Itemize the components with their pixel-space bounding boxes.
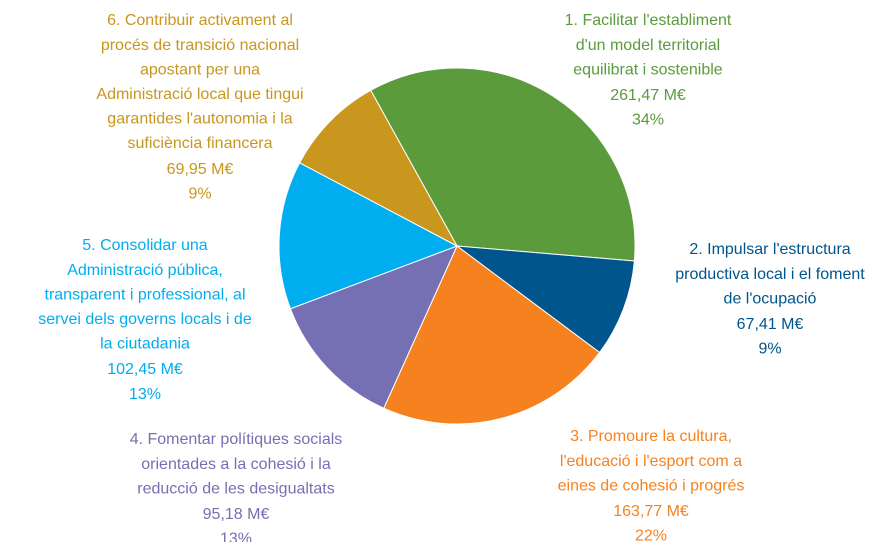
value-label: 95,18 M€ (203, 506, 270, 523)
pie-slice (289, 245, 458, 409)
slice-label: productiva local i el foment (675, 266, 865, 283)
slice-label: apostant per una (140, 61, 260, 78)
percent-label: 34% (632, 112, 664, 129)
value-label: 261,47 M€ (610, 87, 686, 104)
slice-label: l'educació i l'esport com a (560, 453, 742, 470)
slice-label: la ciutadania (100, 336, 190, 353)
slice-label: 1. Facilitar l'establiment (565, 12, 732, 29)
percent-label: 13% (220, 531, 252, 542)
slice-label: d'un model territorial (576, 37, 720, 54)
percent-label: 9% (758, 341, 781, 358)
value-label: 102,45 M€ (107, 361, 183, 378)
slice-label: servei dels governs locals i de (38, 311, 252, 328)
value-label: 67,41 M€ (737, 316, 804, 333)
percent-label: 13% (129, 386, 161, 403)
slice-label: eines de cohesió i progrés (558, 477, 745, 494)
pie-slice (383, 245, 601, 425)
slice-label: 3. Promoure la cultura, (570, 428, 732, 445)
slice-label: de l'ocupació (724, 290, 817, 307)
pie-slice (278, 162, 459, 310)
slice-label: transparent i professional, al (45, 286, 246, 303)
value-label: 69,95 M€ (167, 161, 234, 178)
slice-label: suficiència financera (128, 135, 273, 152)
slice-label: equilibrat i sostenible (573, 61, 723, 78)
slice-label: 4. Fomentar polítiques socials (130, 431, 343, 448)
percent-label: 22% (635, 528, 667, 542)
slice-label: reducció de les desigualtats (137, 480, 334, 497)
slice-label: procés de transició nacional (101, 37, 299, 54)
value-label: 163,77 M€ (613, 503, 689, 520)
slice-label: 2. Impulsar l'estructura (689, 241, 850, 258)
slice-label: Administració local que tingui (96, 86, 303, 103)
pie-slice (455, 245, 635, 354)
pie-slice (370, 67, 636, 262)
slice-label: Administració pública, (67, 262, 223, 279)
slice-label: 6. Contribuir activament al (107, 12, 293, 29)
slice-label: garantides l'autonomia i la (107, 111, 292, 128)
pie-slice (298, 89, 459, 248)
percent-label: 9% (188, 185, 211, 202)
slice-label: orientades a la cohesió i la (141, 456, 331, 473)
slice-label: 5. Consolidar una (82, 237, 208, 254)
